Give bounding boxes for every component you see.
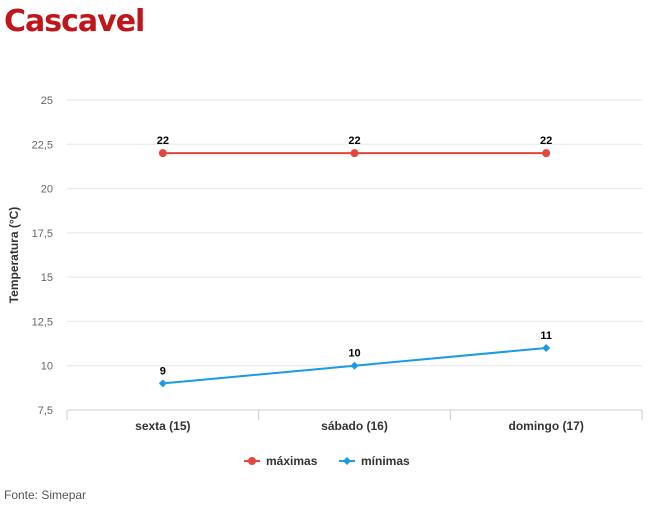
x-tick-label: domingo (17) [509, 419, 584, 433]
series-máximas: 22 22 22 [157, 135, 552, 158]
grid-lines [67, 99, 642, 367]
page-title: Cascavel [4, 4, 145, 39]
y-tick-label: 17,5 [32, 228, 53, 240]
legend-marker [248, 457, 256, 465]
y-axis-title: Temperatura (°C) [7, 207, 21, 304]
series-layer: 22 22 22 9 10 11 [157, 135, 552, 388]
legend-item-mínimas[interactable]: mínimas [339, 454, 410, 468]
data-label: 11 [540, 330, 552, 342]
y-axis-ticks: 7,5 10 12,5 15 17,5 20 22,5 25 [32, 95, 53, 417]
y-tick-label: 25 [41, 95, 53, 107]
data-label: 9 [160, 365, 166, 377]
x-tick-label: sábado (16) [321, 419, 388, 433]
data-label: 10 [348, 348, 360, 360]
legend-label: mínimas [361, 454, 410, 468]
data-point[interactable] [158, 379, 167, 388]
x-tick-label: sexta (15) [135, 419, 190, 433]
data-point[interactable] [158, 149, 167, 158]
temperature-line-chart: 7,5 10 12,5 15 17,5 20 22,5 25 sexta (15) sábado… [7, 95, 643, 468]
y-tick-label: 7,5 [38, 405, 53, 417]
y-tick-label: 22,5 [32, 139, 53, 151]
legend-item-máximas[interactable]: máximas [244, 454, 318, 468]
data-label: 22 [540, 135, 552, 147]
data-point[interactable] [542, 344, 551, 352]
series-mínimas: 9 10 11 [158, 330, 552, 388]
data-point[interactable] [542, 149, 551, 158]
data-label: 22 [157, 135, 169, 147]
source-note: Fonte: Simepar [4, 488, 87, 502]
legend-label: máximas [266, 454, 318, 468]
y-tick-label: 10 [41, 361, 53, 373]
data-point[interactable] [350, 149, 359, 158]
data-label: 22 [348, 135, 360, 147]
legend[interactable]: máximas mínimas [244, 454, 410, 468]
data-point[interactable] [350, 361, 359, 370]
y-tick-label: 15 [41, 272, 53, 284]
y-tick-label: 12,5 [32, 316, 53, 328]
y-tick-label: 20 [41, 184, 53, 196]
legend-marker [343, 457, 351, 465]
x-axis: sexta (15) sábado (16) domingo (17) [66, 409, 643, 433]
